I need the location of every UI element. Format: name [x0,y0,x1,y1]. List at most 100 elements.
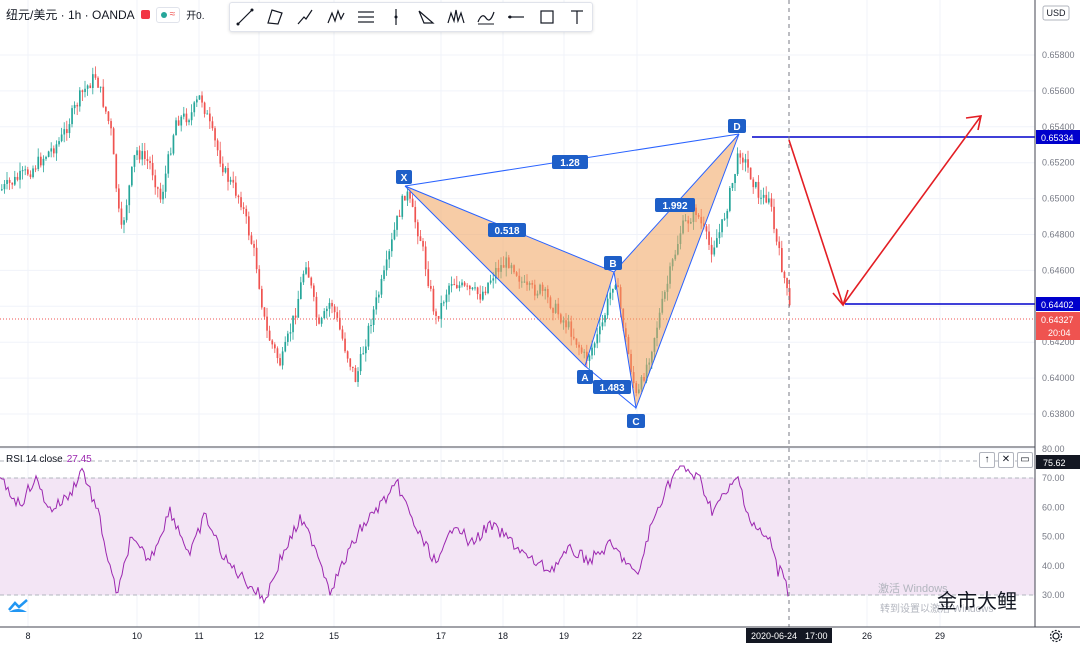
time-ticks: 8 10 11 12 15 17 18 19 22 26 29 [25,631,945,641]
time-tick-7: 19 [559,631,569,641]
rectangle-icon[interactable] [536,6,558,28]
rsi-tick-3: 50.00 [1042,532,1065,542]
time-tick-4: 15 [329,631,339,641]
open-price-label: 开0. [186,11,205,22]
price-tick-3: 0.65200 [1042,158,1075,168]
drawing-toolbar [229,2,593,32]
rsi-tick-1: 70.00 [1042,473,1065,483]
ratio-bd: 1.992 [662,201,687,212]
rsi-ticks: 80.00 70.00 60.00 50.00 40.00 30.00 [1042,444,1065,600]
wave-icon: ≈ [169,9,176,20]
text-icon[interactable] [566,6,588,28]
time-tick-0: 8 [25,631,30,641]
point-a-label: A [581,373,588,384]
head-shoulders-icon[interactable] [445,6,467,28]
price-tick-9: 0.64000 [1042,373,1075,383]
price-tick-6: 0.64600 [1042,265,1075,275]
maximize-icon[interactable]: ▭ [1017,452,1033,468]
symbol-name[interactable]: 纽元/美元 · 1h · OANDA [6,8,135,22]
arrow-down [788,139,844,306]
fib-retracement-icon[interactable] [355,6,377,28]
point-a-badge[interactable] [577,370,593,384]
rsi-title: RSI 14 close [6,454,63,465]
rsi-band [0,478,1035,595]
market-status-badge[interactable]: ≈ [155,6,181,23]
ratio-xb-badge [488,223,526,237]
time-tick-5: 17 [436,631,446,641]
price-tick-1: 0.65600 [1042,86,1075,96]
price-tick-4: 0.65000 [1042,194,1075,204]
path-icon[interactable] [294,6,316,28]
ratio-ac-badge [593,380,631,394]
rsi-tick-5: 30.00 [1042,590,1065,600]
ratio-ac: 1.483 [599,383,624,394]
market-open-icon [160,11,167,18]
pane-controls: ↑ ✕ ▭ [979,452,1033,468]
horizontal-ray-icon[interactable] [505,6,527,28]
point-d-label: D [733,122,740,133]
arrow-up-head [965,115,983,131]
brand-watermark: 金市大鲤 [937,589,1017,613]
rsi-legend[interactable]: RSI 14 close 27.45 [6,454,92,465]
elliott-wave-icon[interactable] [475,6,497,28]
ratio-bd-badge [655,198,695,212]
rsi-line [0,465,789,605]
triangle-pattern-icon[interactable] [264,6,286,28]
cursor-time: 17:00 [805,631,828,641]
rsi-value-tag [1036,455,1080,469]
pattern-triangle-bcd [613,133,740,410]
time-tick-1: 10 [132,631,142,641]
time-tick-2: 11 [194,631,203,641]
point-d-badge[interactable] [728,119,746,133]
cursor-date-tag [746,628,832,643]
price-tick-0: 0.65800 [1042,50,1075,60]
time-tick-6: 18 [498,631,508,641]
watermark-hint: 激活 Windows [878,583,948,595]
watermark-settings: 转到设置以激活 Windows [880,604,994,615]
target-level-text: 0.64402 [1041,300,1074,310]
price-tick-10: 0.63800 [1042,409,1075,419]
point-b-label: B [609,259,616,270]
trend-line-icon[interactable] [234,6,256,28]
point-x-label: X [401,173,408,184]
point-c-label: C [632,417,639,428]
point-c-badge[interactable] [627,414,645,428]
rsi-tick-2: 60.00 [1042,502,1065,512]
price-tick-5: 0.64800 [1042,230,1075,240]
target-level-tag [1036,297,1080,311]
currency-badge[interactable] [1042,5,1070,21]
xabcd-pattern[interactable] [404,133,740,410]
rsi-tick-0: 80.00 [1042,444,1065,454]
time-tick-8: 22 [632,631,642,641]
point-x-badge[interactable] [396,170,412,184]
pattern-triangle-xab [404,185,615,367]
last-price-text: 0.64327 [1041,315,1074,325]
time-tick-10: 29 [935,631,945,641]
time-tick-9: 26 [862,631,872,641]
close-icon[interactable]: ✕ [998,452,1014,468]
price-tick-8: 0.64200 [1042,337,1075,347]
d-level-tag [1036,130,1080,144]
arrow-up-icon[interactable]: ↑ [979,452,995,468]
price-tick-2: 0.65400 [1042,122,1075,132]
point-b-badge[interactable] [604,256,622,270]
ratio-xd: 1.28 [560,158,580,169]
arrow-up [842,115,982,306]
ratio-xd-badge [552,155,588,169]
projection-arrows[interactable] [788,115,983,307]
time-axis[interactable] [0,627,1080,645]
xabcd-pattern-icon[interactable] [325,6,347,28]
vertical-line-icon[interactable] [385,6,407,28]
rsi-tick-4: 40.00 [1042,561,1065,571]
settings-gear-icon[interactable] [1049,629,1063,643]
countdown-text: 20:04 [1048,328,1071,338]
last-price-tag [1036,312,1080,340]
abcd-pattern-icon[interactable] [415,6,437,28]
currency-label: USD [1046,8,1066,18]
tradingview-logo-icon[interactable] [7,598,29,614]
ratio-xb: 0.518 [494,226,519,237]
time-tick-3: 12 [254,631,264,641]
symbol-header[interactable]: 纽元/美元 · 1h · OANDA ≈ 开0. [6,6,205,23]
rsi-current-value: 27.45 [66,454,92,465]
